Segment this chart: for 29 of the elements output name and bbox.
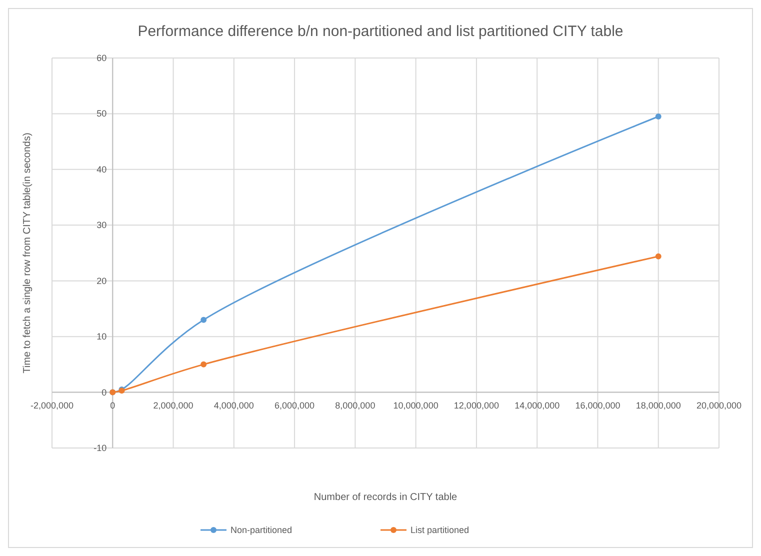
x-tick-label: 0 [110,400,116,410]
y-axis-title: Time to fetch a single row from CITY table(in seconds) [22,132,33,374]
x-tick-label: 16,000,000 [575,400,620,410]
point [655,114,662,120]
y-tick-label: 60 [96,53,107,63]
x-tick-label: 14,000,000 [514,400,560,410]
x-tick-label: 4,000,000 [214,400,254,410]
y-tick-label: 10 [96,332,107,342]
point [200,316,207,323]
y-tick-label: 50 [96,108,107,119]
y-tick-label: 0 [102,387,107,398]
y-tick-label: 30 [96,220,107,230]
x-tick-label: 8,000,000 [335,400,376,410]
x-axis-title: Number of records in CITY table [314,492,458,503]
legend-label: List partitioned [410,525,470,535]
y-tick-label: 20 [96,276,107,286]
x-tick-label: -2,000,000 [30,400,74,410]
x-tick-label: 20,000,000 [696,400,742,410]
x-tick-label: 6,000,000 [274,400,315,410]
legend-label: Non-partitioned [230,525,292,535]
x-tick-label: 10,000,000 [393,400,438,410]
chart-title: Performance difference b/n non-partitioned and list partitioned CITY table [138,23,624,40]
x-tick-label: 12,000,000 [454,400,499,410]
x-tick-label: 18,000,000 [636,400,681,410]
point [200,361,207,368]
point [655,253,662,260]
x-tick-label: 2,000,000 [153,400,194,410]
y-tick-label: 40 [96,164,107,174]
y-tick-label: -10 [94,443,107,453]
